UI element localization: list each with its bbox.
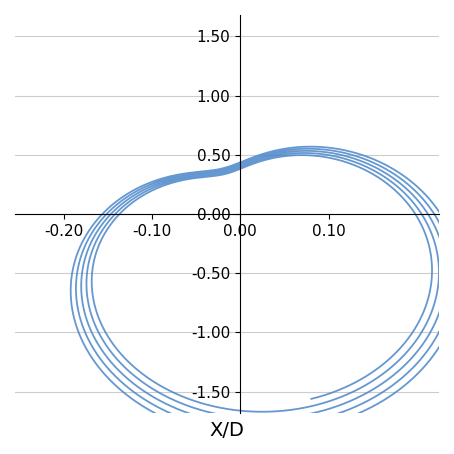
X-axis label: X/D: X/D bbox=[210, 421, 244, 440]
